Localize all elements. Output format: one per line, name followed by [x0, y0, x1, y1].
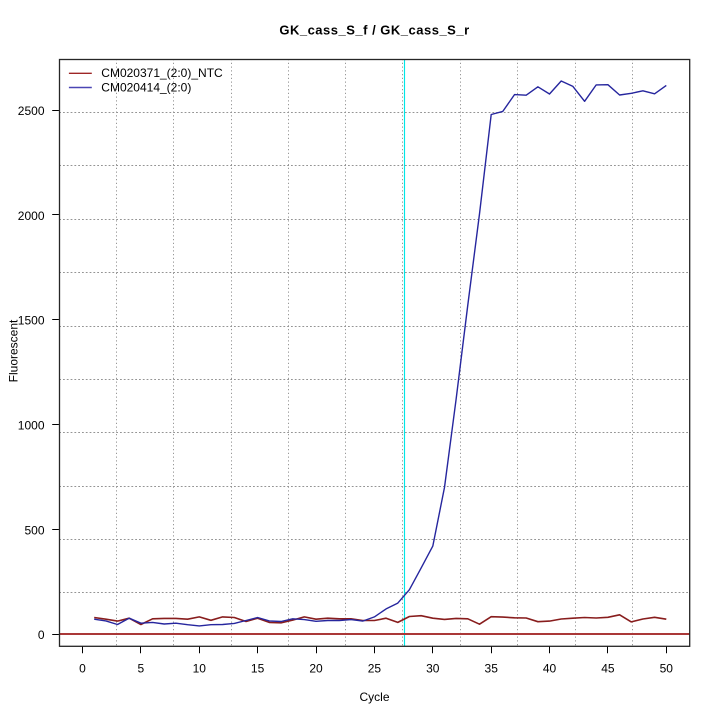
svg-text:40: 40: [543, 662, 557, 676]
svg-text:500: 500: [24, 523, 44, 537]
svg-text:0: 0: [79, 662, 86, 676]
svg-text:10: 10: [193, 662, 207, 676]
svg-text:Cycle: Cycle: [359, 690, 389, 704]
svg-text:30: 30: [426, 662, 440, 676]
svg-text:CM020371_(2:0)_NTC: CM020371_(2:0)_NTC: [101, 66, 223, 80]
svg-text:0: 0: [38, 628, 45, 642]
svg-text:50: 50: [660, 662, 674, 676]
svg-text:15: 15: [251, 662, 265, 676]
svg-text:CM020414_(2:0): CM020414_(2:0): [101, 80, 191, 94]
svg-text:2000: 2000: [18, 209, 45, 223]
svg-text:25: 25: [368, 662, 382, 676]
svg-text:1000: 1000: [18, 419, 45, 433]
svg-text:GK_cass_S_f / GK_cass_S_r: GK_cass_S_f / GK_cass_S_r: [279, 23, 469, 38]
svg-text:20: 20: [309, 662, 323, 676]
svg-text:35: 35: [485, 662, 499, 676]
svg-text:1500: 1500: [18, 314, 45, 328]
svg-text:2500: 2500: [18, 104, 45, 118]
svg-text:45: 45: [601, 662, 615, 676]
svg-text:5: 5: [138, 662, 145, 676]
svg-text:Fluorescent: Fluorescent: [7, 319, 21, 382]
